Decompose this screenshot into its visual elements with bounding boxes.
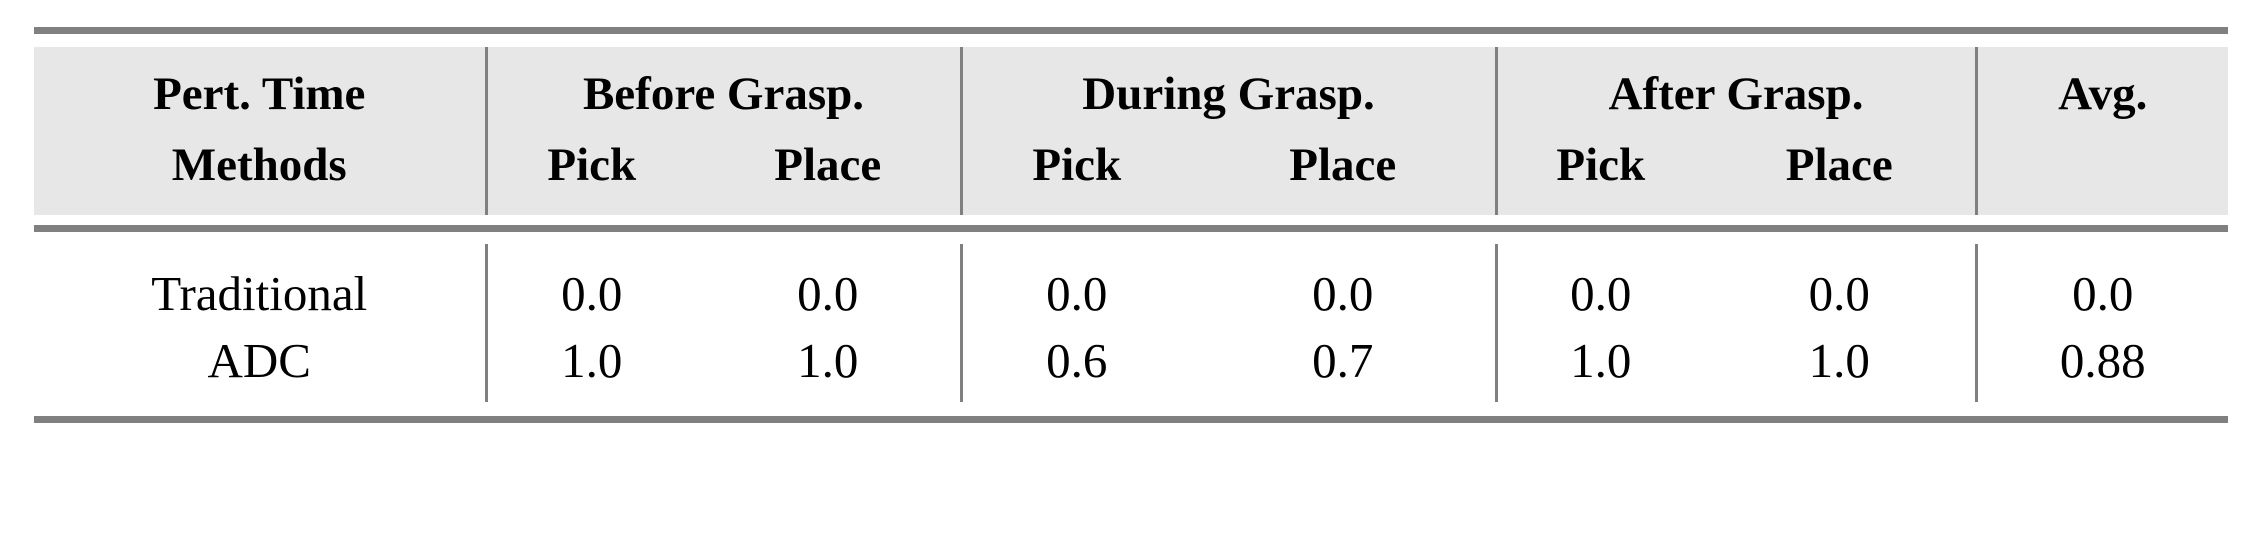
spacer-below-toprule	[34, 34, 2228, 47]
cell-traditional-after-place: 0.0	[1704, 244, 1976, 327]
cell-traditional-during-pick: 0.0	[959, 244, 1191, 327]
cell-traditional-after-pick: 0.0	[1494, 244, 1704, 327]
header-after-place: Place	[1704, 131, 1976, 215]
cell-adc-avg: 0.88	[1974, 327, 2228, 402]
header-after-pick: Pick	[1494, 131, 1704, 215]
row-label-adc: ADC	[34, 327, 486, 402]
results-table-body: Traditional 0.0 0.0 0.0 0.0 0.0 0.0 0.0 …	[34, 244, 2228, 402]
header-avg-blank	[1974, 131, 2228, 215]
cell-traditional-before-place: 0.0	[696, 244, 961, 327]
cell-adc-after-place: 1.0	[1704, 327, 1976, 402]
header-during-pick: Pick	[959, 131, 1191, 215]
table-toprule	[34, 27, 2228, 34]
header-methods: Methods	[34, 131, 486, 215]
header-group-avg: Avg.	[1974, 47, 2228, 131]
cell-traditional-during-place: 0.0	[1191, 244, 1496, 327]
header-group-during-grasp: During Grasp.	[959, 47, 1496, 131]
header-row-subcolumns: Methods Pick Place Pick Place Pick Place	[34, 131, 2228, 215]
table-row: Traditional 0.0 0.0 0.0 0.0 0.0 0.0 0.0	[34, 244, 2228, 327]
header-group-after-grasp: After Grasp.	[1494, 47, 1976, 131]
cell-adc-before-place: 1.0	[696, 327, 961, 402]
header-pert-time: Pert. Time	[34, 47, 486, 131]
cell-traditional-avg: 0.0	[1974, 244, 2228, 327]
table-midrule	[34, 225, 2228, 232]
header-during-place: Place	[1191, 131, 1496, 215]
header-row-groups: Pert. Time Before Grasp. During Grasp. A…	[34, 47, 2228, 131]
header-group-before-grasp: Before Grasp.	[484, 47, 961, 131]
spacer-below-midrule	[34, 232, 2228, 244]
table-header: Pert. Time Before Grasp. During Grasp. A…	[34, 47, 2228, 215]
results-table: Pert. Time Before Grasp. During Grasp. A…	[34, 47, 2228, 215]
row-label-traditional: Traditional	[34, 244, 486, 327]
table-row: ADC 1.0 1.0 0.6 0.7 1.0 1.0 0.88	[34, 327, 2228, 402]
cell-adc-before-pick: 1.0	[484, 327, 696, 402]
header-before-pick: Pick	[484, 131, 696, 215]
cell-adc-after-pick: 1.0	[1494, 327, 1704, 402]
cell-adc-during-pick: 0.6	[959, 327, 1191, 402]
table-bottomrule	[34, 416, 2228, 423]
spacer-above-midrule	[34, 215, 2228, 225]
spacer-above-bottomrule	[34, 402, 2228, 416]
cell-traditional-before-pick: 0.0	[484, 244, 696, 327]
header-before-place: Place	[696, 131, 961, 215]
cell-adc-during-place: 0.7	[1191, 327, 1496, 402]
results-table-container: Pert. Time Before Grasp. During Grasp. A…	[34, 27, 2228, 423]
